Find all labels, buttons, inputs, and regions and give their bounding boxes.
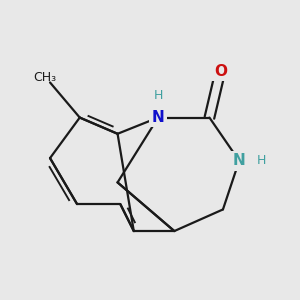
Text: N: N [152,110,164,125]
Text: O: O [214,64,227,79]
Text: N: N [233,153,245,168]
Text: H: H [256,154,266,167]
Text: CH₃: CH₃ [33,70,56,83]
Text: H: H [153,89,163,102]
